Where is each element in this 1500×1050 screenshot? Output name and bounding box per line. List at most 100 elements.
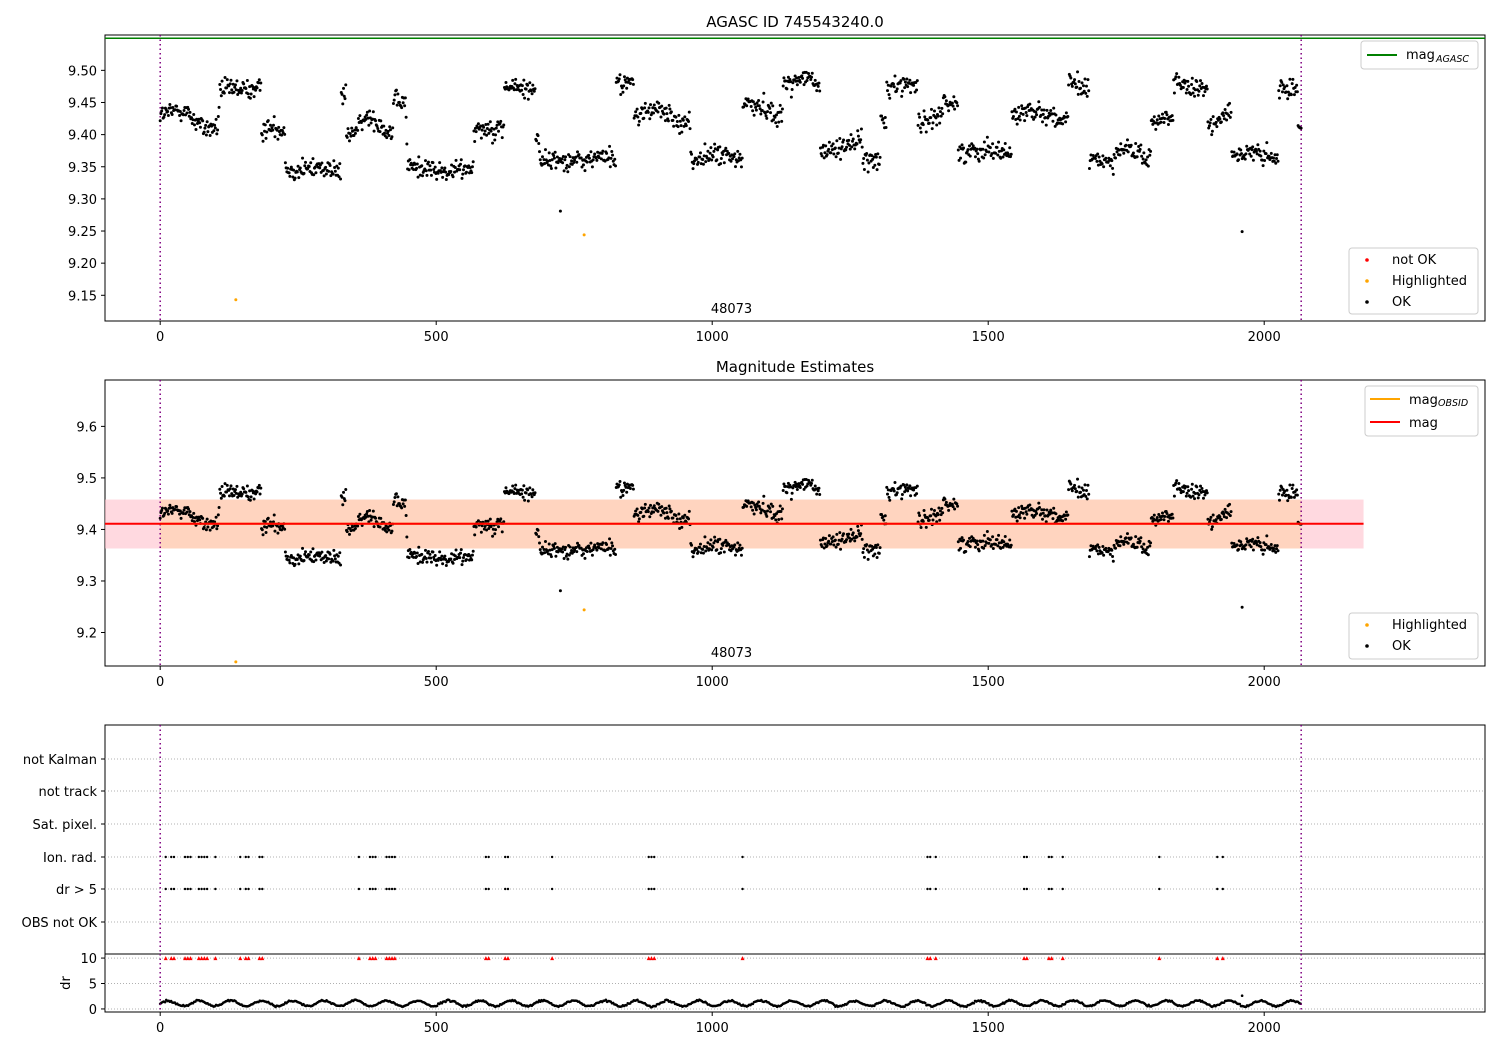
ok-point — [231, 487, 235, 491]
ok-point — [642, 116, 646, 120]
ok-point — [1184, 494, 1188, 498]
ok-point — [424, 556, 428, 560]
ok-point — [417, 545, 421, 549]
dr-axis-label: dr — [59, 976, 74, 990]
ok-point — [429, 556, 433, 560]
dr-flag-point — [258, 887, 261, 891]
p4-x-tick-label: 0 — [156, 1021, 164, 1036]
ok-point — [487, 526, 491, 530]
ok-point — [956, 148, 960, 152]
obsid-annotation: 48073 — [711, 646, 752, 661]
ok-point — [1051, 119, 1055, 123]
ok-point — [263, 123, 267, 127]
p2-y-tick-label: 9.2 — [76, 627, 97, 642]
ok-point — [779, 110, 783, 114]
ok-point — [944, 500, 948, 504]
dr-point — [662, 1000, 666, 1004]
ok-point — [451, 175, 455, 179]
ok-point — [160, 506, 164, 510]
ok-point — [1111, 166, 1115, 170]
ok-point — [1245, 144, 1249, 148]
ok-point — [1157, 513, 1161, 517]
ok-point — [160, 106, 164, 110]
ok-point — [631, 82, 635, 86]
ok-point — [263, 520, 267, 524]
dr-clipped-marker — [486, 956, 491, 961]
ok-point — [842, 138, 846, 142]
ok-point — [345, 530, 349, 534]
ok-point — [918, 115, 922, 119]
ok-point — [1295, 83, 1299, 87]
ok-point — [701, 551, 705, 555]
ok-point — [1211, 115, 1215, 119]
ok-point — [1086, 483, 1090, 487]
ok-point — [1151, 519, 1155, 523]
ok-point — [388, 524, 392, 528]
ok-point — [1035, 511, 1039, 515]
ok-point — [385, 136, 389, 140]
ok-point — [698, 545, 702, 549]
ok-point — [249, 495, 253, 499]
ok-point — [882, 518, 886, 522]
ok-point — [1175, 72, 1179, 76]
ok-point — [824, 537, 828, 541]
ok-point — [1177, 481, 1181, 485]
ok-point — [1034, 110, 1038, 114]
ok-point — [943, 497, 947, 501]
ok-point — [690, 152, 694, 156]
ok-point — [252, 497, 256, 501]
ok-point — [205, 120, 209, 124]
ok-point — [1146, 553, 1150, 557]
ok-point — [719, 156, 723, 160]
ok-point — [1041, 112, 1045, 116]
ok-point — [543, 148, 547, 152]
ok-point — [535, 532, 539, 536]
ok-point — [485, 133, 489, 137]
ok-point — [1151, 122, 1155, 126]
ok-point — [872, 545, 876, 549]
ok-point — [369, 121, 373, 125]
ok-point — [190, 519, 194, 523]
ok-point — [798, 485, 802, 489]
ok-point — [488, 120, 492, 124]
ok-point — [223, 482, 227, 486]
ok-point — [761, 100, 765, 104]
ok-point — [384, 128, 388, 132]
ok-point — [624, 485, 628, 489]
ok-point — [947, 508, 951, 512]
ok-point — [1076, 477, 1080, 481]
ok-point — [356, 116, 360, 120]
ok-point — [1260, 158, 1264, 162]
ok-point — [683, 115, 687, 119]
dr-flag-point — [741, 887, 744, 891]
ok-point — [401, 101, 405, 105]
ok-point — [777, 517, 781, 521]
ok-point — [346, 127, 350, 131]
ok-point — [460, 563, 464, 567]
ok-point — [526, 97, 530, 101]
ok-point — [851, 137, 855, 141]
ok-point — [511, 78, 515, 82]
ok-point — [609, 156, 613, 160]
ok-point — [855, 535, 859, 539]
ok-point — [973, 146, 977, 150]
ok-point — [1225, 516, 1229, 520]
ok-point — [171, 105, 175, 109]
ok-point — [895, 87, 899, 91]
ok-point — [567, 165, 571, 169]
ok-point — [356, 514, 360, 518]
ok-point — [625, 76, 629, 80]
ion-rad-flag-point — [244, 855, 247, 859]
ok-point — [371, 515, 375, 519]
ok-point — [973, 155, 977, 159]
ok-point — [213, 126, 217, 130]
ok-point — [428, 552, 432, 556]
ok-point — [561, 545, 565, 549]
ok-point — [393, 93, 397, 97]
ok-point — [500, 530, 504, 534]
ok-point — [687, 517, 691, 521]
ok-point — [643, 506, 647, 510]
ok-point — [1214, 518, 1218, 522]
ok-point — [369, 518, 373, 522]
